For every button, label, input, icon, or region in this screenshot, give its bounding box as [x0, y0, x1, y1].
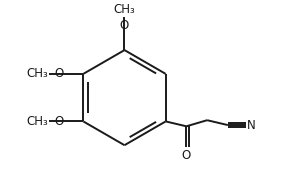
Text: CH₃: CH₃ [114, 3, 135, 16]
Text: N: N [247, 119, 256, 132]
Text: CH₃: CH₃ [26, 115, 48, 128]
Text: CH₃: CH₃ [26, 67, 48, 80]
Text: O: O [55, 115, 64, 128]
Text: O: O [182, 149, 191, 162]
Text: O: O [55, 67, 64, 80]
Text: O: O [120, 19, 129, 32]
